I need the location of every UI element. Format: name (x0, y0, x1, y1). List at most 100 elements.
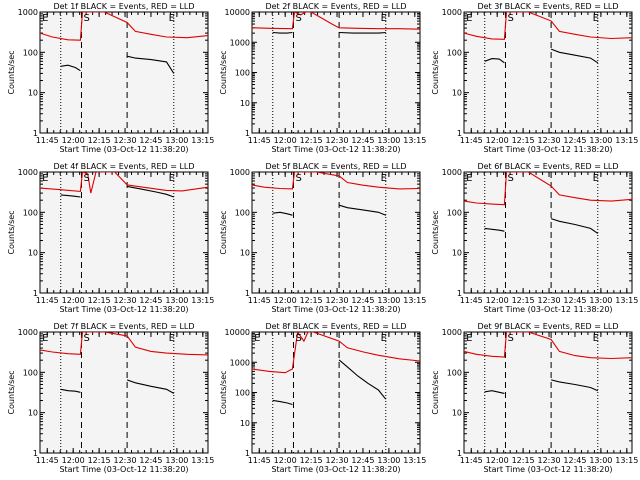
interval-marker-label: S (508, 333, 514, 344)
interval-marker-label: E (466, 13, 472, 24)
plot-title: Det 6f BLACK = Events, RED = LLD (477, 162, 618, 171)
y-tick-label: 10 (28, 409, 38, 418)
x-tick-label: 12:00 (62, 456, 85, 465)
x-tick-label: 12:30 (114, 136, 137, 145)
y-tick-label: 1000 (18, 168, 38, 177)
x-tick-label: 12:45 (139, 296, 162, 305)
x-tick-label: 11:45 (460, 136, 483, 145)
x-tick-label: 12:00 (62, 296, 85, 305)
x-tick-label: 12:30 (538, 456, 561, 465)
plot-frame (463, 11, 633, 134)
y-axis-label: Counts/sec (431, 370, 440, 414)
x-tick-label: 13:15 (403, 456, 426, 465)
detector-plot: Det 3f BLACK = Events, RED = LLD 1 10 100 10… (431, 2, 638, 154)
interval-marker-label: E (254, 333, 260, 344)
plot-frame (39, 11, 209, 134)
interval-marker-label: E (169, 13, 175, 24)
detector-plot: Det 8f BLACK = Events, RED = LLD 1 10 100 10… (219, 322, 426, 474)
y-tick-label: 1 (457, 449, 462, 458)
lld-series-line (40, 172, 208, 194)
x-tick-label: 12:30 (538, 136, 561, 145)
x-tick-label: 12:30 (114, 456, 137, 465)
x-tick-label: 12:00 (486, 136, 509, 145)
x-tick-label: 12:00 (274, 136, 297, 145)
interval-marker-label: S (508, 173, 514, 184)
y-tick-label: 1 (245, 449, 250, 458)
x-tick-label: 13:15 (191, 296, 214, 305)
interval-marker-label: S (84, 333, 90, 344)
events-series-line (272, 31, 293, 34)
x-tick-label: 13:15 (191, 136, 214, 145)
events-series-line (272, 399, 293, 406)
y-axis-label: Counts/sec (7, 210, 16, 254)
x-tick-label: 12:15 (88, 456, 111, 465)
interval-marker-label: E (381, 13, 387, 24)
plot-title: Det 2f BLACK = Events, RED = LLD (265, 2, 406, 11)
x-tick-label: 12:15 (300, 456, 323, 465)
y-tick-label: 10 (452, 89, 462, 98)
x-tick-label: 12:45 (351, 456, 374, 465)
y-axis-label: Counts/sec (431, 210, 440, 254)
x-tick-label: 12:00 (274, 296, 297, 305)
y-tick-label: 100 (235, 208, 250, 217)
x-tick-label: 11:45 (460, 456, 483, 465)
plot-title: Det 5f BLACK = Events, RED = LLD (265, 162, 406, 171)
events-series-line (484, 227, 505, 232)
detector-plot: Det 4f BLACK = Events, RED = LLD 1 10 100 10… (7, 162, 214, 314)
events-series-line (550, 48, 599, 64)
x-axis-label: Start Time (03-Oct-12 11:38:20) (59, 145, 188, 154)
x-tick-label: 13:15 (403, 296, 426, 305)
x-tick-label: 12:30 (326, 296, 349, 305)
events-series-line (338, 204, 387, 216)
y-tick-label: 1000 (442, 328, 462, 337)
interval-marker-label: E (381, 173, 387, 184)
x-axis-label: Start Time (03-Oct-12 11:38:20) (271, 305, 400, 314)
plot-title: Det 7f BLACK = Events, RED = LLD (53, 322, 194, 331)
x-tick-label: 12:45 (139, 456, 162, 465)
x-tick-label: 12:30 (326, 456, 349, 465)
x-tick-label: 12:15 (300, 296, 323, 305)
x-tick-label: 12:45 (351, 136, 374, 145)
detector-plot: Det 6f BLACK = Events, RED = LLD 1 10 100 10… (431, 162, 638, 314)
y-tick-label: 10 (240, 99, 250, 108)
lld-series-line (252, 332, 420, 374)
interval-marker-label: S (84, 13, 90, 24)
y-tick-label: 100 (23, 208, 38, 217)
interval-marker-label: E (381, 333, 387, 344)
x-axis-label: Start Time (03-Oct-12 11:38:20) (59, 305, 188, 314)
y-tick-label: 10 (28, 89, 38, 98)
x-tick-label: 13:00 (165, 296, 188, 305)
events-series-line (338, 359, 387, 400)
y-tick-label: 1 (245, 129, 250, 138)
x-axis-label: Start Time (03-Oct-12 11:38:20) (483, 305, 612, 314)
x-tick-label: 12:15 (300, 136, 323, 145)
x-tick-label: 12:15 (512, 136, 535, 145)
events-series-line (126, 55, 175, 74)
lld-series-line (252, 12, 420, 30)
x-tick-label: 12:15 (88, 296, 111, 305)
y-tick-label: 10 (28, 249, 38, 258)
events-series-line (126, 379, 175, 394)
y-tick-label: 10000 (225, 328, 250, 337)
y-tick-label: 10 (240, 249, 250, 258)
detector-plot: Det 5f BLACK = Events, RED = LLD 1 10 100 10… (219, 162, 426, 314)
events-series-line (60, 388, 81, 393)
x-tick-label: 11:45 (460, 296, 483, 305)
x-tick-label: 11:45 (36, 136, 59, 145)
x-tick-label: 13:15 (191, 456, 214, 465)
lld-series-line (464, 332, 632, 360)
y-tick-label: 1000 (230, 358, 250, 367)
interval-marker-label: E (593, 333, 599, 344)
x-tick-label: 13:15 (615, 136, 638, 145)
interval-marker-label: S (84, 173, 90, 184)
x-tick-label: 11:45 (36, 296, 59, 305)
y-tick-label: 10 (452, 409, 462, 418)
x-tick-label: 12:15 (88, 136, 111, 145)
x-tick-label: 12:15 (512, 456, 535, 465)
lld-series-line (252, 172, 420, 190)
interval-marker-label: E (42, 13, 48, 24)
y-axis-label: Counts/sec (219, 50, 228, 94)
y-tick-label: 1 (457, 289, 462, 298)
x-tick-label: 11:45 (36, 456, 59, 465)
y-tick-label: 10000 (225, 8, 250, 17)
